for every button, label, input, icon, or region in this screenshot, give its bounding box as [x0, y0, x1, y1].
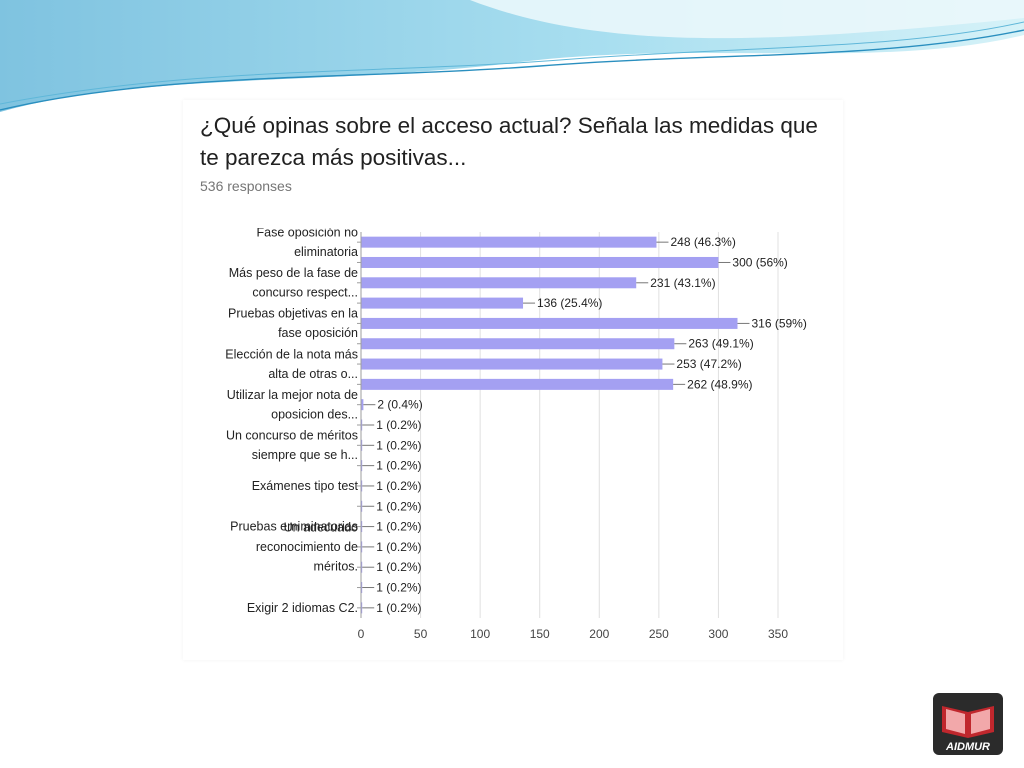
category-label: eliminatoria: [294, 245, 358, 259]
x-tick-label: 100: [470, 627, 490, 641]
bar: [361, 582, 363, 594]
data-label: 2 (0.4%): [377, 398, 422, 412]
category-label: siempre que se h...: [252, 448, 358, 462]
data-label: 1 (0.2%): [376, 540, 421, 554]
category-label: fase oposición: [278, 326, 358, 340]
data-label: 248 (46.3%): [670, 235, 735, 249]
category-label: oposicion des...: [271, 407, 358, 421]
data-label: 136 (25.4%): [537, 296, 602, 310]
bar: [361, 399, 364, 411]
category-label: reconocimiento de: [256, 540, 358, 554]
data-label: 1 (0.2%): [376, 601, 421, 615]
category-label: concurso respect...: [252, 285, 358, 299]
x-tick-label: 350: [768, 627, 788, 641]
bar: [361, 541, 363, 553]
responses-count: 536 responses: [200, 178, 292, 194]
bar: [361, 561, 363, 573]
data-label: 1 (0.2%): [376, 479, 421, 493]
x-tick-label: 150: [530, 627, 550, 641]
category-label: Exigir 2 idiomas C2.: [247, 601, 358, 615]
data-label: 1 (0.2%): [376, 520, 421, 534]
category-label: méritos.: [314, 559, 358, 573]
data-label: 263 (49.1%): [688, 337, 753, 351]
x-tick-label: 300: [708, 627, 728, 641]
category-label: Un adecuado: [284, 520, 358, 534]
slide-header-waves: [0, 0, 1024, 117]
data-label: 231 (43.1%): [650, 276, 715, 290]
category-label: alta de otras o...: [268, 367, 358, 381]
data-label: 262 (48.9%): [687, 377, 752, 391]
data-label: 253 (47.2%): [676, 357, 741, 371]
category-label: Pruebas objetivas en la: [228, 307, 358, 321]
bar-chart: 0 50 100 150 200 250 300 350 248 (46.3%) Fase opo…: [225, 228, 807, 641]
category-label: Más peso de la fase de: [229, 266, 358, 280]
data-label: 1 (0.2%): [376, 418, 421, 432]
category-label: Elección de la nota más: [225, 347, 358, 361]
data-label: 300 (56%): [732, 255, 787, 269]
x-tick-label: 50: [414, 627, 428, 641]
x-tick-label: 0: [358, 627, 365, 641]
bar: [361, 338, 675, 350]
bar: [361, 358, 663, 370]
bar: [361, 500, 363, 512]
data-label: 1 (0.2%): [376, 459, 421, 473]
logo-wordmark: AIDMUR: [945, 741, 990, 753]
bar: [361, 277, 637, 289]
category-label: Un concurso de méritos: [226, 429, 358, 443]
bar: [361, 297, 524, 309]
bar: [361, 439, 363, 451]
category-label: Exámenes tipo test: [252, 479, 359, 493]
category-label: Utilizar la mejor nota de: [227, 388, 358, 402]
data-label: 1 (0.2%): [376, 581, 421, 595]
aidmur-logo: AIDMUR: [933, 693, 1003, 755]
bar: [361, 419, 363, 431]
bar: [361, 317, 738, 329]
x-tick-label: 200: [589, 627, 609, 641]
data-label: 1 (0.2%): [376, 499, 421, 513]
category-label: Fase oposición no: [257, 228, 359, 239]
bar: [361, 521, 363, 533]
bar: [361, 480, 363, 492]
bar: [361, 236, 657, 248]
bar: [361, 256, 719, 268]
chart-title: ¿Qué opinas sobre el acceso actual? Seña…: [200, 113, 818, 170]
data-label: 1 (0.2%): [376, 560, 421, 574]
data-label: 316 (59%): [751, 316, 806, 330]
bar: [361, 460, 363, 472]
data-label: 1 (0.2%): [376, 438, 421, 452]
bar: [361, 378, 674, 390]
category-label: Pruebas emiminatorias: [230, 520, 358, 534]
x-tick-label: 250: [649, 627, 669, 641]
bar: [361, 602, 363, 614]
